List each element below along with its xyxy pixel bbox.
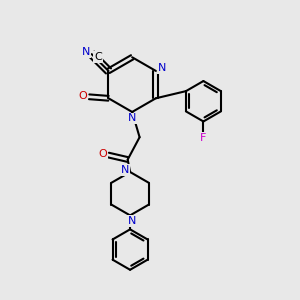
Text: F: F	[200, 133, 207, 143]
Text: O: O	[78, 91, 87, 101]
Text: C: C	[94, 52, 102, 62]
Text: N: N	[82, 47, 91, 57]
Text: O: O	[98, 149, 107, 159]
Text: N: N	[128, 113, 136, 124]
Text: N: N	[128, 216, 136, 226]
Text: N: N	[121, 165, 129, 175]
Text: N: N	[158, 63, 166, 73]
